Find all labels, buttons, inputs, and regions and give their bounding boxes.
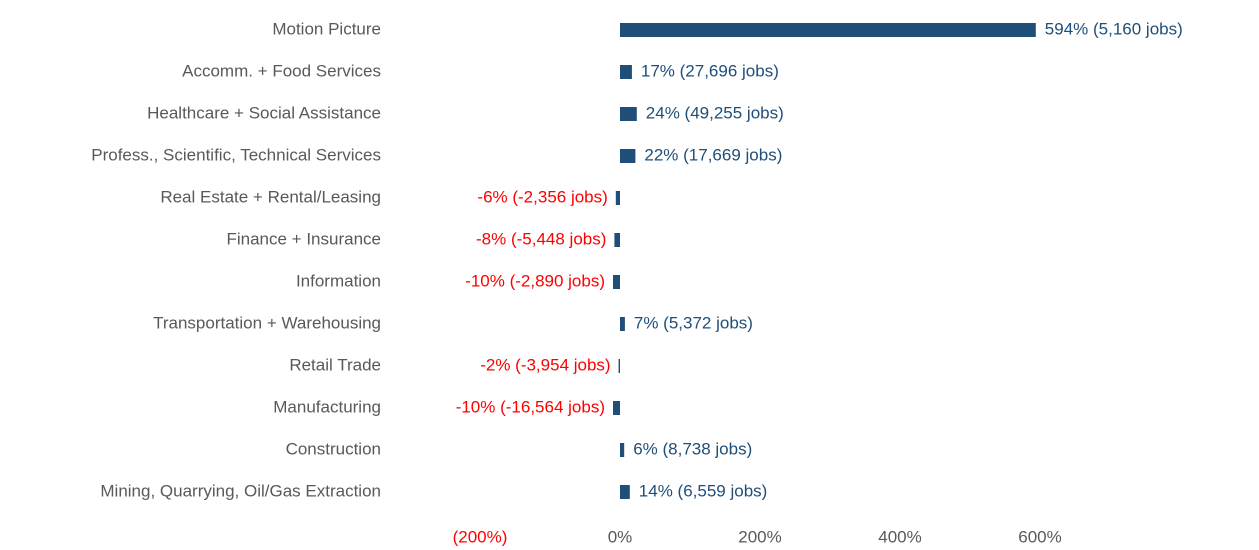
bar bbox=[614, 233, 620, 247]
category-label: Healthcare + Social Assistance bbox=[147, 103, 381, 122]
x-tick-label: (200%) bbox=[453, 527, 508, 546]
bar bbox=[620, 443, 625, 457]
bar bbox=[620, 107, 637, 121]
x-tick-label: 600% bbox=[1018, 527, 1061, 546]
category-label: Real Estate + Rental/Leasing bbox=[160, 187, 381, 206]
category-label: Manufacturing bbox=[273, 397, 381, 416]
category-label: Retail Trade bbox=[289, 355, 381, 374]
data-label: 14% (6,559 jobs) bbox=[639, 481, 768, 500]
category-label: Information bbox=[296, 271, 381, 290]
x-tick-label: 400% bbox=[878, 527, 921, 546]
x-tick-label: 200% bbox=[738, 527, 781, 546]
bar bbox=[620, 23, 1036, 37]
data-label: 24% (49,255 jobs) bbox=[646, 103, 784, 122]
x-tick-label: 0% bbox=[608, 527, 633, 546]
bar bbox=[620, 65, 632, 79]
data-label: -2% (-3,954 jobs) bbox=[480, 355, 610, 374]
category-label: Transportation + Warehousing bbox=[153, 313, 381, 332]
category-label: Mining, Quarrying, Oil/Gas Extraction bbox=[100, 481, 381, 500]
data-label: 17% (27,696 jobs) bbox=[641, 61, 779, 80]
data-label: -8% (-5,448 jobs) bbox=[476, 229, 606, 248]
data-label: -10% (-2,890 jobs) bbox=[465, 271, 605, 290]
bar bbox=[620, 485, 630, 499]
category-label: Motion Picture bbox=[272, 19, 381, 38]
bar bbox=[620, 317, 625, 331]
bar bbox=[613, 401, 620, 415]
category-label: Construction bbox=[286, 439, 381, 458]
bar bbox=[620, 149, 636, 163]
data-label: -6% (-2,356 jobs) bbox=[477, 187, 607, 206]
bar bbox=[615, 191, 620, 205]
bar bbox=[613, 275, 620, 289]
data-label: 7% (5,372 jobs) bbox=[634, 313, 753, 332]
data-label: -10% (-16,564 jobs) bbox=[456, 397, 605, 416]
data-label: 22% (17,669 jobs) bbox=[644, 145, 782, 164]
category-label: Accomm. + Food Services bbox=[182, 61, 381, 80]
category-label: Finance + Insurance bbox=[226, 229, 381, 248]
data-label: 6% (8,738 jobs) bbox=[633, 439, 752, 458]
bar bbox=[618, 359, 620, 373]
data-label: 594% (5,160 jobs) bbox=[1045, 19, 1183, 38]
category-label: Profess., Scientific, Technical Services bbox=[91, 145, 381, 164]
